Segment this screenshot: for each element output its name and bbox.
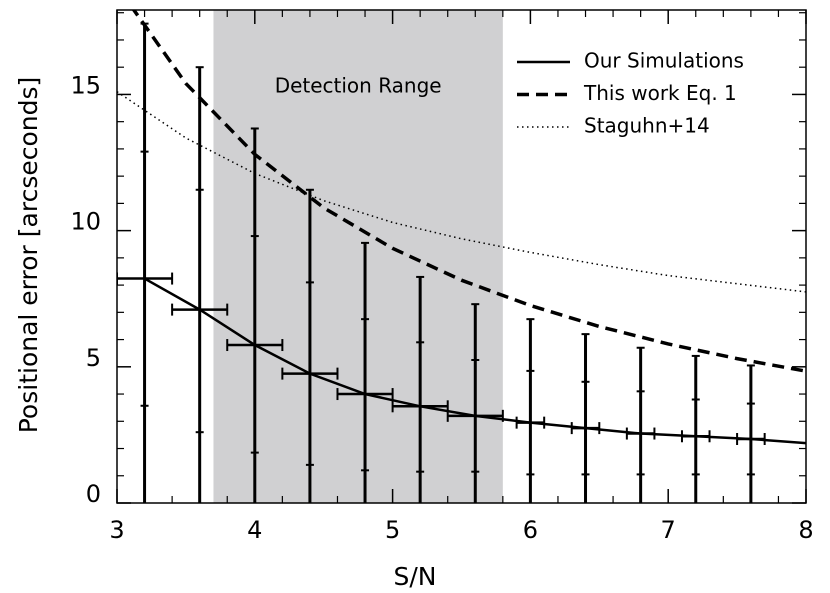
x-tick-label: 8 — [798, 516, 813, 544]
x-tick-label: 5 — [385, 516, 400, 544]
legend-label: Staguhn+14 — [584, 114, 710, 138]
x-tick-label: 4 — [247, 516, 262, 544]
x-tick-label: 6 — [523, 516, 538, 544]
region-label: Detection Range — [275, 74, 442, 98]
y-tick-label: 10 — [70, 208, 101, 236]
series-line — [117, 91, 806, 293]
y-axis-title: Positional error [arcseconds] — [14, 77, 43, 434]
x-axis-title: S/N — [394, 562, 437, 591]
plot-area — [117, 10, 806, 503]
series-line — [131, 10, 806, 373]
series-line — [143, 277, 806, 445]
plot-frame — [116, 9, 807, 504]
x-tick-label: 7 — [661, 516, 676, 544]
x-tick-label: 3 — [109, 516, 124, 544]
y-tick-label: 5 — [86, 344, 101, 372]
legend-label: Our Simulations — [584, 49, 744, 73]
shaded-region — [213, 10, 503, 503]
y-tick-label: 0 — [86, 480, 101, 508]
plot-background: Detection Range — [213, 10, 503, 503]
y-tick-label: 15 — [70, 71, 101, 99]
legend-label: This work Eq. 1 — [583, 81, 737, 105]
axes: 3 4 5 6 7 8 0 5 10 15 Our Simulations This work Eq.… — [70, 9, 814, 544]
